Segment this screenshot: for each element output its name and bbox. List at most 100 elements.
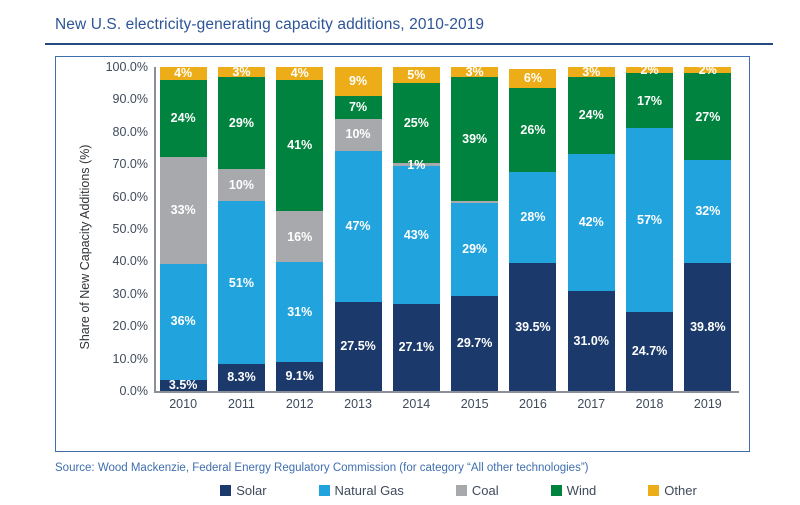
bar-segment-other[interactable]: 5%: [392, 67, 440, 84]
legend-item-natural-gas[interactable]: Natural Gas: [318, 482, 404, 498]
bar-segment-solar[interactable]: 39.5%: [509, 263, 557, 391]
bar-segment-wind[interactable]: 26%: [509, 88, 557, 173]
bar-segment-other[interactable]: 2%: [684, 64, 732, 76]
chart-legend: Solar Natural Gas Coal Wind Other: [111, 475, 800, 505]
bar-segment-label: 29.7%: [456, 336, 493, 351]
x-axis-tick: 2014: [402, 397, 431, 411]
bar-segment-other[interactable]: 3%: [217, 64, 265, 79]
bar-segment-natural-gas[interactable]: 43%: [392, 166, 440, 305]
legend-swatch-icon: [455, 484, 467, 496]
bar-segment-other[interactable]: 2%: [626, 64, 674, 76]
bar-segment-other[interactable]: 9%: [334, 67, 382, 97]
bar-segment-coal[interactable]: [451, 201, 499, 204]
bar-segment-solar[interactable]: 3.5%: [159, 378, 207, 393]
bar-segment-coal[interactable]: 33%: [159, 157, 207, 264]
legend-swatch-icon: [220, 484, 232, 496]
bar-segment-solar[interactable]: 39.8%: [684, 263, 732, 391]
legend-item-wind[interactable]: Wind: [550, 482, 597, 498]
bar-segment-natural-gas[interactable]: 29%: [451, 203, 499, 296]
bar-segment-label: 31.0%: [573, 333, 609, 348]
bar-segment-solar[interactable]: 9.1%: [276, 361, 324, 391]
y-axis-tick: 10.0%: [112, 351, 148, 366]
bar-segment-natural-gas[interactable]: 32%: [684, 160, 732, 264]
bar-segment-coal[interactable]: 10%: [217, 169, 265, 202]
bar-column[interactable]: 2% 17% 57% 24.7%: [626, 64, 674, 391]
bar-segment-label: 24%: [578, 108, 604, 123]
bar-segment-wind[interactable]: 29%: [217, 76, 265, 170]
bar-segment-other[interactable]: 3%: [567, 64, 615, 79]
bar-segment-wind[interactable]: 7%: [334, 96, 382, 119]
bar-segment-natural-gas[interactable]: 31%: [276, 262, 324, 362]
bar-segment-label: 51%: [228, 275, 254, 290]
bar-segment-other[interactable]: 6%: [509, 68, 557, 89]
bar-segment-label: 24.7%: [631, 344, 668, 359]
bar-segment-wind[interactable]: 24%: [567, 76, 615, 155]
bar-segment-label: 3%: [232, 64, 251, 79]
chart-frame: Share of New Capacity Additions (%) 100.…: [55, 56, 750, 498]
bar-column[interactable]: 2% 27% 32% 39.8%: [684, 64, 732, 391]
bar-segment-label: 32%: [695, 204, 721, 219]
legend-label: Coal: [471, 482, 499, 498]
bar-segment-label: 3.5%: [168, 378, 198, 393]
bar-segment-wind[interactable]: 24%: [159, 79, 207, 158]
bar-segment-label: 9%: [349, 74, 368, 89]
bar-column[interactable]: 3% 39% 29% 29.7%: [451, 64, 499, 391]
x-axis-tick: 2018: [635, 397, 664, 411]
bar-segment-wind[interactable]: 17%: [626, 73, 674, 129]
bar-segment-coal[interactable]: 10%: [334, 118, 382, 151]
bar-segment-label: 43%: [403, 228, 429, 242]
bar-segment-other[interactable]: 3%: [451, 64, 499, 79]
bar-segment-label: 31%: [287, 304, 313, 319]
bar-segment-label: 3%: [465, 64, 484, 79]
bar-segment-solar[interactable]: 8.3%: [217, 364, 265, 391]
bar-segment-label: 10%: [228, 178, 254, 193]
y-axis-tick: 70.0%: [112, 157, 148, 172]
x-axis-ticks: 2010 2011 2012 2013 2014 2015 2016 2017 2018 2019: [154, 397, 737, 419]
plot-area: 4% 24% 33% 36% 3.5% 3% 29% 10% 51% 8.3% 4% 41% 16% 31…: [154, 64, 737, 393]
bar-segment-natural-gas[interactable]: 36%: [159, 263, 207, 380]
bar-column[interactable]: 6% 26% 28% 39.5%: [509, 67, 557, 391]
legend-item-coal[interactable]: Coal: [455, 482, 499, 498]
legend-label: Other: [664, 482, 697, 498]
legend-item-solar[interactable]: Solar: [220, 483, 267, 498]
bar-segment-natural-gas[interactable]: 57%: [626, 128, 674, 312]
bar-segment-solar[interactable]: 27.1%: [392, 304, 440, 391]
bar-segment-solar[interactable]: 24.7%: [626, 311, 674, 391]
bar-segment-other[interactable]: 4%: [276, 67, 324, 80]
bar-column[interactable]: 5% 25% 1% 43% 27.1%: [392, 67, 440, 391]
legend-item-other[interactable]: Other: [648, 483, 697, 498]
page-title: New U.S. electricity-generating capacity…: [55, 16, 485, 33]
legend-label: Natural Gas: [334, 482, 404, 498]
bar-segment-coal[interactable]: 16%: [276, 211, 324, 263]
bar-segment-label: 1%: [407, 157, 426, 172]
x-axis-tick: 2019: [693, 397, 722, 411]
bar-segment-solar[interactable]: 31.0%: [567, 290, 615, 391]
bar-segment-label: 2%: [640, 62, 659, 77]
bar-segment-coal[interactable]: 1%: [392, 158, 440, 170]
bar-column[interactable]: 4% 41% 16% 31% 9.1%: [276, 67, 324, 391]
bar-segment-natural-gas[interactable]: 28%: [509, 172, 557, 264]
title-divider: [45, 43, 773, 45]
bar-segment-label: 3%: [582, 64, 601, 79]
bar-segment-label: 27.1%: [398, 340, 435, 355]
bar-segment-wind[interactable]: 27%: [684, 73, 732, 161]
bar-segment-label: 25%: [403, 115, 429, 130]
bar-segment-natural-gas[interactable]: 47%: [334, 150, 382, 303]
bar-segment-natural-gas[interactable]: 42%: [567, 154, 615, 291]
bar-segment-solar[interactable]: 27.5%: [334, 302, 382, 391]
bar-column[interactable]: 3% 29% 10% 51% 8.3%: [217, 64, 265, 391]
bar-segment-solar[interactable]: 29.7%: [451, 295, 499, 391]
bar-segment-wind[interactable]: 39%: [451, 76, 499, 202]
legend-label: Wind: [566, 482, 597, 498]
bar-segment-label: 41%: [287, 138, 313, 153]
bar-column[interactable]: 4% 24% 33% 36% 3.5%: [159, 67, 207, 393]
bar-segment-other[interactable]: 4%: [159, 67, 207, 80]
bar-column[interactable]: 3% 24% 42% 31.0%: [567, 64, 615, 391]
bar-column[interactable]: 9% 7% 10% 47% 27.5%: [334, 67, 382, 391]
bar-segment-label: 29%: [228, 115, 254, 130]
bar-segment-wind[interactable]: 25%: [392, 83, 440, 164]
bar-segment-natural-gas[interactable]: 51%: [217, 201, 265, 365]
bar-segment-label: 39.5%: [515, 319, 551, 334]
bar-segment-label: 57%: [637, 212, 663, 227]
bar-segment-wind[interactable]: 41%: [276, 79, 324, 212]
